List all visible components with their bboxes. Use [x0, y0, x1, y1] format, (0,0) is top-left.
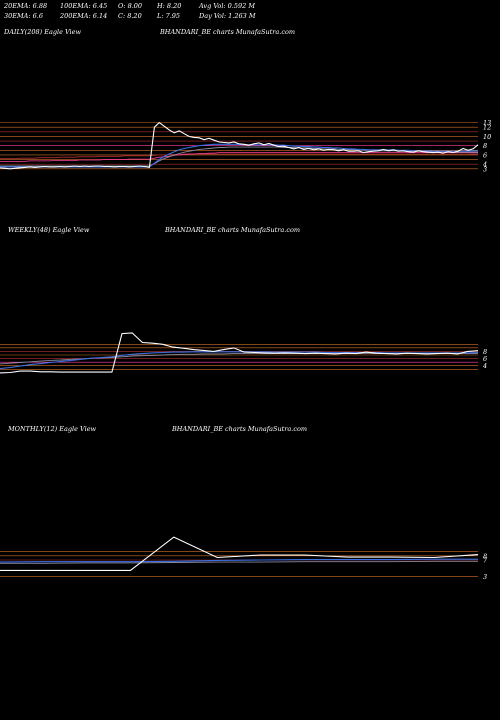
- ema20-label: 20EMA: 6.88: [4, 2, 48, 10]
- ema200-label: 200EMA: 6.14: [60, 12, 108, 20]
- price-series-line: [0, 332, 479, 374]
- ema20-series-line: [0, 558, 478, 563]
- weekly-panel-title: WEEKLY(48) Eagle View: [8, 226, 90, 234]
- y-tick-label: 6: [483, 355, 487, 363]
- ema20-series-line: [0, 351, 479, 370]
- y-tick-label: 4: [482, 362, 487, 370]
- daily-panel-brand: BHANDARI_BE charts MunafaSutra.com: [160, 28, 296, 36]
- y-tick-label: 12: [483, 124, 491, 132]
- daily-panel-title: DAILY(208) Eagle View: [4, 28, 82, 36]
- ema30-label: 30EMA: 6.6: [4, 12, 43, 20]
- price-series-line: [0, 536, 479, 571]
- weekly-panel-brand: BHANDARI_BE charts MunafaSutra.com: [165, 226, 301, 234]
- y-tick-label: 8: [483, 348, 487, 356]
- low-label: L: 7.95: [157, 12, 181, 20]
- weekly-panel: WEEKLY(48) Eagle View BHANDARI_BE charts…: [0, 226, 500, 426]
- y-tick-label: 8: [483, 142, 487, 150]
- close-label: C: 8.20: [118, 12, 142, 20]
- monthly-panel-brand: BHANDARI_BE charts MunafaSutra.com: [172, 425, 308, 433]
- chart-header: 20EMA: 6.88 100EMA: 6.45 O: 8.00 H: 8.20…: [0, 0, 500, 20]
- y-tick-label: 3: [483, 165, 487, 173]
- monthly-panel: MONTHLY(12) Eagle View BHANDARI_BE chart…: [0, 425, 500, 625]
- monthly-panel-title: MONTHLY(12) Eagle View: [8, 425, 97, 433]
- high-label: H: 8.20: [157, 2, 182, 10]
- ema30-series-line: [0, 560, 478, 564]
- y-tick-label: 10: [483, 133, 491, 141]
- price-series-line: [0, 121, 479, 170]
- avg-vol-label: Avg Vol: 0.592 M: [199, 2, 256, 10]
- y-tick-label: 13: [483, 119, 491, 127]
- ema20-series-line: [0, 143, 479, 168]
- day-vol-label: Day Vol: 1.263 M: [199, 12, 256, 20]
- ema100-label: 100EMA: 6.45: [60, 2, 108, 10]
- ema200-series-line: [0, 153, 478, 159]
- ema100-series-line: [0, 152, 478, 162]
- y-tick-label: 8: [483, 552, 487, 560]
- monthly-chart: 87 3: [0, 536, 488, 581]
- weekly-chart: 864: [0, 332, 487, 374]
- y-tick-label: 4: [482, 161, 487, 169]
- y-tick-label: 6: [483, 151, 487, 159]
- open-label: O: 8.00: [118, 2, 143, 10]
- y-tick-label: 3: [483, 573, 487, 581]
- daily-panel: DAILY(208) Eagle View BHANDARI_BE charts…: [0, 28, 500, 228]
- y-tick-label: 7: [483, 557, 488, 565]
